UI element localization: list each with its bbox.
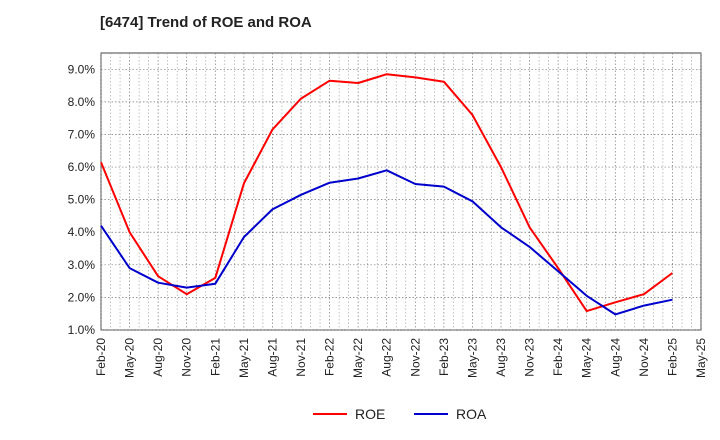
y-tick-label: 1.0%	[68, 323, 96, 337]
y-tick-label: 4.0%	[68, 225, 96, 239]
x-tick-label: May-21	[237, 338, 251, 378]
x-tick-label: May-24	[580, 338, 594, 378]
x-tick-label: May-25	[694, 338, 708, 378]
x-tick-label: Nov-21	[294, 338, 308, 377]
x-tick-label: Feb-25	[665, 338, 679, 376]
x-tick-label: Nov-24	[637, 338, 651, 377]
x-tick-label: Nov-22	[408, 338, 422, 377]
x-tick-label: Aug-24	[608, 338, 622, 377]
y-tick-label: 9.0%	[68, 62, 96, 76]
x-tick-label: May-22	[351, 338, 365, 378]
y-tick-label: 5.0%	[68, 193, 96, 207]
y-tick-label: 2.0%	[68, 290, 96, 304]
series-line-roe	[100, 73, 673, 313]
x-tick-label: Feb-24	[551, 338, 565, 376]
x-tick-label: Aug-20	[151, 338, 165, 377]
x-tick-label: Feb-23	[437, 338, 451, 376]
x-tick-label: Feb-20	[94, 338, 108, 376]
x-tick-label: Aug-23	[494, 338, 508, 377]
x-tick-label: Nov-20	[180, 338, 194, 377]
x-tick-label: May-20	[123, 338, 137, 378]
y-tick-label: 6.0%	[68, 160, 96, 174]
legend-label-roa: ROA	[456, 406, 487, 422]
series-line-roa	[100, 169, 673, 316]
x-tick-label: Nov-23	[523, 338, 537, 377]
y-tick-label: 8.0%	[68, 95, 96, 109]
x-tick-label: Aug-22	[380, 338, 394, 377]
y-tick-label: 7.0%	[68, 127, 96, 141]
plot-area	[100, 52, 702, 331]
chart-title: [6474] Trend of ROE and ROA	[100, 14, 312, 31]
legend-label-roe: ROE	[355, 406, 385, 422]
y-tick-label: 3.0%	[68, 258, 96, 272]
x-tick-label: Feb-21	[208, 338, 222, 376]
x-tick-label: May-23	[465, 338, 479, 378]
x-tick-label: Feb-22	[323, 338, 337, 376]
x-tick-label: Aug-21	[265, 338, 279, 377]
